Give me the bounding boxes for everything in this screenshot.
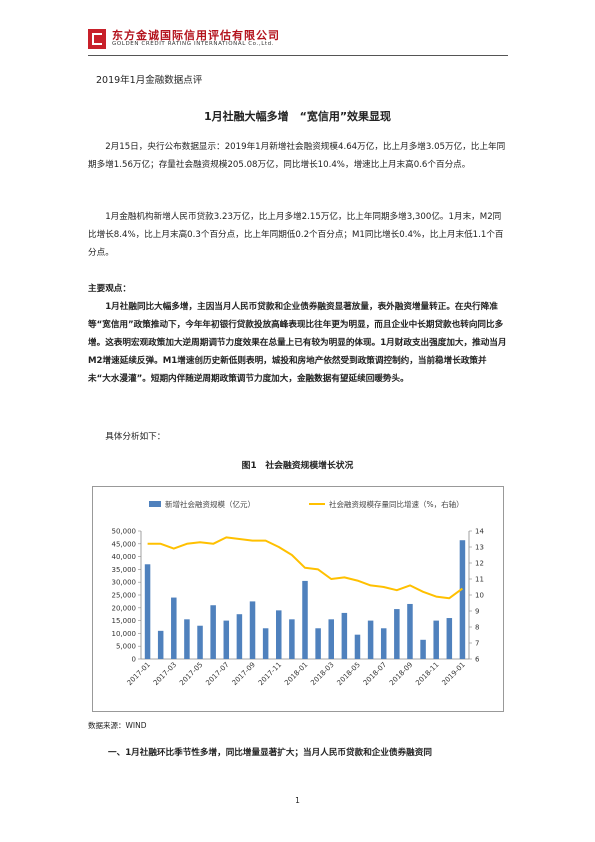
paragraph-2: 1月金融机构新增人民币贷款3.23万亿，比上月多增2.15万亿，比上年同期多增3… [88, 212, 504, 258]
x-tick-label: 2017-01 [126, 661, 152, 687]
x-tick-label: 2018-07 [362, 661, 388, 687]
bar-2018-07 [380, 628, 387, 659]
bar-2017-06 [210, 605, 216, 659]
bar-2018-04 [341, 612, 348, 659]
right-tick-label: 8 [475, 624, 479, 632]
paragraph-4: 具体分析如下： [105, 432, 166, 442]
right-tick-label: 11 [475, 576, 484, 584]
bar-2017-02 [157, 630, 164, 659]
x-tick-label: 2018-05 [336, 661, 362, 687]
chart-container: 新增社会融资规模（亿元） 社会融资规模存量同比增速（%，右轴） 0 5,000 10,0… [92, 486, 504, 712]
bar-2018-05 [354, 634, 361, 659]
left-tick-label: 40,000 [112, 553, 137, 561]
legend-bar-swatch [149, 501, 161, 507]
x-tick-label: 2018-03 [309, 661, 335, 687]
x-tick-label: 2019-01 [441, 661, 467, 687]
x-tick-label: 2017-05 [178, 661, 204, 687]
right-tick-label: 13 [475, 544, 484, 552]
chart-svg: 新增社会融资规模（亿元） 社会融资规模存量同比增速（%，右轴） 0 5,000 10,0… [112, 499, 485, 687]
left-tick-label: 30,000 [112, 579, 137, 587]
bar-2019-01 [459, 540, 466, 659]
figure-title: 图1 社会融资规模增长状况 [241, 461, 354, 471]
bar-2018-11 [433, 620, 439, 659]
paragraph-1: 2月15日，央行公布数据显示：2019年1月新增社会融资规模4.64万亿，比上月… [88, 142, 506, 170]
x-tick-label: 2017-11 [257, 661, 283, 687]
bar-2017-07 [223, 620, 230, 659]
left-tick-label: 5,000 [116, 643, 136, 651]
left-tick-label: 15,000 [112, 617, 137, 625]
legend-bar-label: 新增社会融资规模（亿元） [165, 499, 255, 509]
headline: 1月社融大幅多增 “宽信用”效果显现 [203, 110, 392, 123]
bar-2018-03 [328, 619, 334, 659]
header: 东方金诚国际信用评估有限公司 GOLDEN CREDIT RATING INTE… [88, 27, 508, 55]
bar-2017-12 [289, 619, 295, 659]
bar-2017-05 [197, 625, 203, 659]
header-divider [88, 55, 508, 56]
bar-2017-11 [276, 610, 282, 659]
right-tick-label: 10 [475, 592, 484, 600]
page-number: 1 [295, 796, 300, 805]
bar-2018-08 [394, 609, 400, 659]
left-tick-label: 45,000 [112, 540, 137, 548]
right-tick-label: 12 [475, 560, 484, 568]
right-tick-label: 6 [475, 656, 480, 664]
x-tick-label: 2018-11 [414, 661, 440, 687]
bar-2018-02 [315, 628, 321, 659]
bar-2018-10 [420, 639, 426, 659]
growth-rate-line [147, 536, 463, 600]
x-tick-label: 2017-07 [204, 661, 230, 687]
document-title: 2019年1月金融数据点评 [96, 75, 203, 86]
left-tick-label: 35,000 [112, 566, 137, 574]
right-tick-label: 14 [475, 528, 484, 536]
company-name-cn: 东方金诚国际信用评估有限公司 [112, 29, 280, 42]
right-tick-label: 9 [475, 608, 479, 616]
x-tick-label: 2018-01 [283, 661, 309, 687]
bar-2017-09 [249, 601, 256, 659]
left-tick-label: 20,000 [112, 604, 137, 612]
bar-2017-01 [144, 564, 151, 659]
left-tick-label: 25,000 [112, 592, 137, 600]
bar-2018-09 [407, 603, 413, 659]
bar-2017-08 [236, 614, 243, 659]
x-tick-label: 2017-03 [152, 661, 178, 687]
data-source: 数据来源：WIND [88, 721, 147, 730]
left-tick-label: 50,000 [112, 528, 137, 536]
bar-2017-03 [171, 597, 177, 659]
section-heading: 一、1月社融环比季节性多增，同比增量显著扩大；当月人民币贷款和企业债券融资同 [108, 748, 432, 758]
x-tick-label: 2017-09 [231, 661, 257, 687]
section-label: 主要观点： [88, 284, 131, 294]
bar-2017-04 [184, 619, 190, 659]
bar-2018-06 [367, 620, 374, 659]
right-tick-label: 7 [475, 640, 479, 648]
legend-line-label: 社会融资规模存量同比增速（%，右轴） [329, 499, 464, 509]
company-logo-icon [88, 29, 106, 49]
left-tick-label: 10,000 [112, 630, 137, 638]
x-tick-label: 2018-09 [388, 661, 414, 687]
bar-2018-01 [302, 580, 308, 659]
paragraph-3: 1月社融同比大幅多增，主因当月人民币贷款和企业债券融资显著放量，表外融资增量转正… [88, 302, 507, 384]
left-tick-label: 0 [132, 656, 136, 664]
company-name-en: GOLDEN CREDIT RATING INTERNATIONAL Co.,L… [112, 41, 275, 47]
bar-2018-12 [446, 618, 453, 659]
bar-2017-10 [262, 628, 269, 659]
